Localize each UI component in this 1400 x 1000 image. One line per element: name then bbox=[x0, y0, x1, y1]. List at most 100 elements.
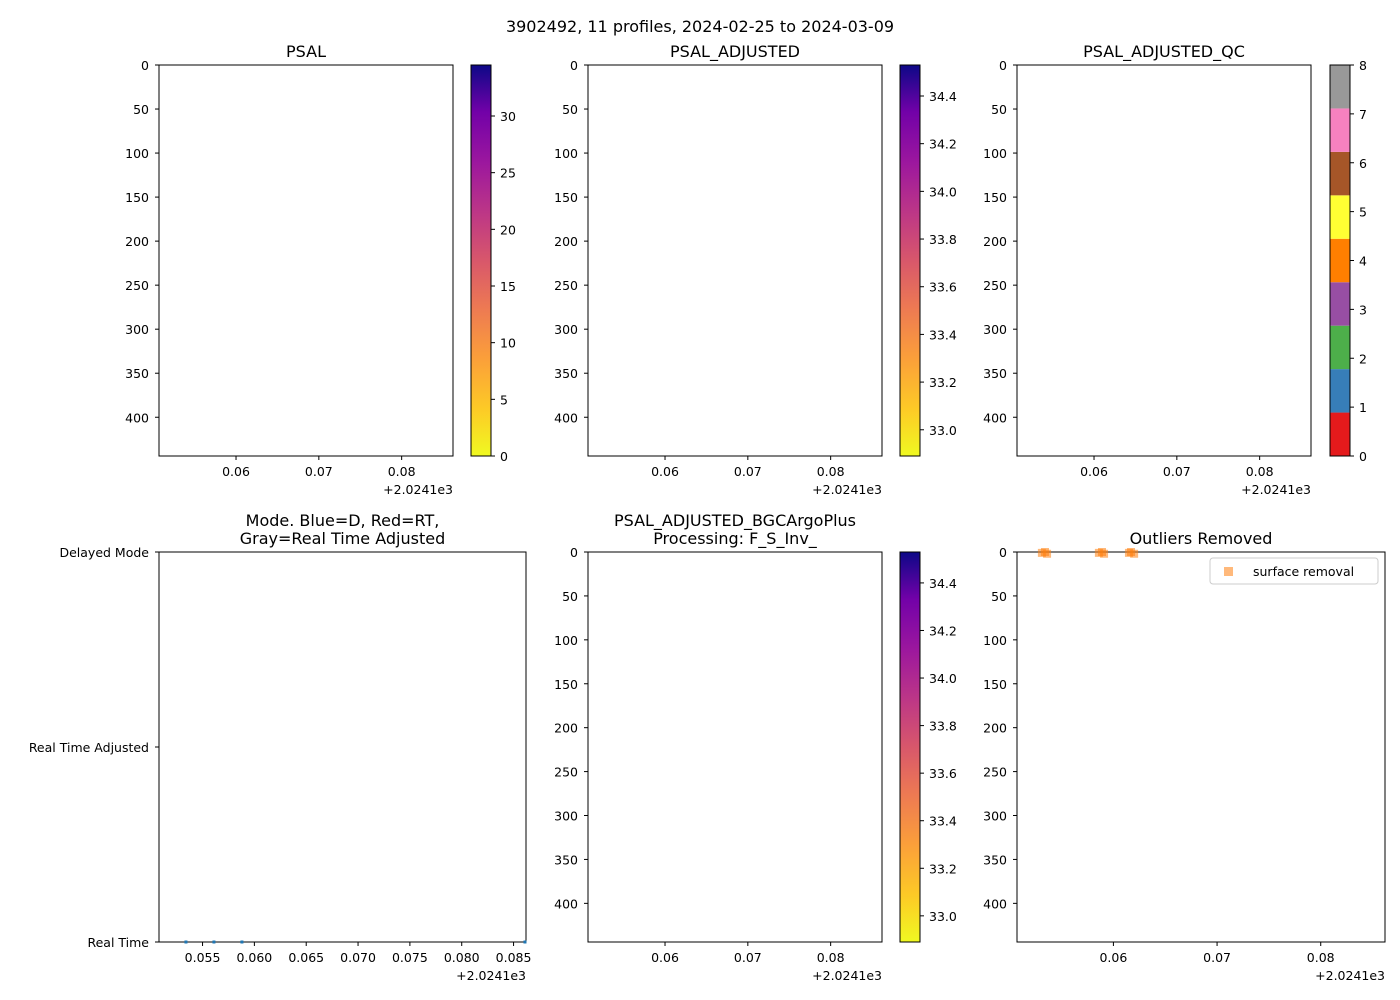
y-tick-label: 150 bbox=[983, 190, 1007, 205]
data-point bbox=[1043, 549, 1052, 558]
x-tick-label: 0.075 bbox=[392, 950, 428, 965]
colorbar-tick-label: 0 bbox=[500, 449, 508, 464]
colorbar-tick-label: 4 bbox=[1359, 254, 1367, 269]
y-tick-label: Delayed Mode bbox=[59, 545, 149, 560]
y-tick-label: 400 bbox=[983, 896, 1007, 911]
data-point bbox=[523, 940, 527, 944]
colorbar-tick-label: 34.2 bbox=[929, 623, 957, 638]
colorbar-tick-label: 33.8 bbox=[929, 719, 957, 734]
x-tick-label: 0.08 bbox=[1307, 950, 1335, 965]
x-tick-label: 0.07 bbox=[1203, 950, 1231, 965]
colorbar-frame bbox=[899, 64, 921, 457]
x-offset-label: +2.0241e3 bbox=[812, 968, 882, 983]
y-tick-label: 250 bbox=[554, 278, 578, 293]
y-tick-label: 50 bbox=[562, 589, 578, 604]
colorbar-swatch bbox=[1330, 65, 1350, 109]
colorbar-gradient bbox=[471, 65, 491, 456]
figure-title: 3902492, 11 profiles, 2024-02-25 to 2024… bbox=[506, 17, 894, 36]
colorbar-tick-label: 1 bbox=[1359, 400, 1367, 415]
x-tick-label: 0.06 bbox=[1080, 464, 1108, 479]
colorbar-tick-label: 33.2 bbox=[929, 375, 957, 390]
colorbar-tick-label: 30 bbox=[500, 109, 516, 124]
x-tick-label: 0.08 bbox=[388, 464, 416, 479]
x-tick-label: 0.08 bbox=[817, 464, 845, 479]
panel-title: PSAL_ADJUSTED_QC bbox=[1083, 42, 1245, 62]
plot-frame bbox=[587, 551, 883, 943]
y-tick-label: 0 bbox=[570, 545, 578, 560]
x-tick-label: 0.055 bbox=[185, 950, 221, 965]
data-point bbox=[1100, 549, 1109, 558]
colorbar-frame bbox=[899, 551, 921, 943]
panel-title: PSAL_ADJUSTED_BGCArgoPlus bbox=[614, 511, 856, 531]
panel-title: Mode. Blue=D, Red=RT, bbox=[246, 511, 440, 530]
plot-frame bbox=[587, 64, 883, 457]
plot-frame bbox=[158, 551, 527, 943]
data-point bbox=[184, 940, 188, 944]
x-offset-label: +2.0241e3 bbox=[1315, 968, 1385, 983]
colorbar-swatch bbox=[1330, 369, 1350, 413]
colorbar-tick-label: 7 bbox=[1359, 107, 1367, 122]
x-offset-label: +2.0241e3 bbox=[383, 482, 453, 497]
legend-marker bbox=[1224, 567, 1233, 576]
y-tick-label: 150 bbox=[983, 677, 1007, 692]
colorbar-tick-label: 33.2 bbox=[929, 861, 957, 876]
y-tick-label: 350 bbox=[983, 852, 1007, 867]
colorbar-swatch bbox=[1330, 412, 1350, 456]
colorbar-swatch bbox=[1330, 151, 1350, 196]
colorbar-tick-label: 34.4 bbox=[929, 576, 957, 591]
data-point bbox=[240, 940, 244, 944]
legend-box bbox=[1209, 557, 1379, 585]
colorbar-gradient bbox=[900, 552, 920, 942]
colorbar-tick-label: 3 bbox=[1359, 302, 1367, 317]
y-tick-label: 150 bbox=[125, 190, 149, 205]
y-tick-label: 0 bbox=[570, 58, 578, 73]
y-tick-label: 300 bbox=[554, 809, 578, 824]
x-tick-label: 0.070 bbox=[340, 950, 376, 965]
y-tick-label: 100 bbox=[554, 146, 578, 161]
x-offset-label: +2.0241e3 bbox=[456, 968, 526, 983]
y-tick-label: 200 bbox=[554, 234, 578, 249]
y-tick-label: 300 bbox=[983, 322, 1007, 337]
colorbar-swatch bbox=[1330, 282, 1350, 326]
x-tick-label: 0.08 bbox=[1246, 464, 1274, 479]
panel-outliers: Outliers Removed 0.06 0.07 0.08 +2.0241e3 0 50… bbox=[983, 529, 1386, 983]
y-tick-label: 300 bbox=[125, 322, 149, 337]
y-tick-label: 350 bbox=[125, 366, 149, 381]
x-tick-label: 0.07 bbox=[734, 464, 762, 479]
y-tick-label: 300 bbox=[554, 322, 578, 337]
y-tick-label: 100 bbox=[125, 146, 149, 161]
colorbar: 0 5 10 15 20 25 30 bbox=[470, 64, 516, 464]
colorbar-tick-label: 0 bbox=[1359, 449, 1367, 464]
y-tick-label: 250 bbox=[983, 765, 1007, 780]
panel-title: Processing: F_S_Inv_ bbox=[653, 529, 818, 549]
colorbar-tick-label: 34.0 bbox=[929, 671, 957, 686]
x-tick-label: 0.080 bbox=[444, 950, 480, 965]
y-tick-label: 200 bbox=[554, 721, 578, 736]
y-tick-label: 200 bbox=[125, 234, 149, 249]
panel-title: PSAL bbox=[286, 42, 326, 61]
y-tick-label: 250 bbox=[554, 765, 578, 780]
legend: surface removal bbox=[1209, 557, 1379, 585]
colorbar-tick-label: 33.0 bbox=[929, 909, 957, 924]
y-tick-label: 50 bbox=[562, 102, 578, 117]
x-tick-label: 0.085 bbox=[496, 950, 532, 965]
colorbar-gradient bbox=[900, 65, 920, 456]
y-tick-label: 400 bbox=[554, 410, 578, 425]
panel-psal-adjusted-qc: PSAL_ADJUSTED_QC0.06 0.07 0.08+2.0241e3050… bbox=[983, 42, 1367, 497]
legend-label: surface removal bbox=[1253, 564, 1354, 579]
y-tick-label: 50 bbox=[991, 589, 1007, 604]
x-tick-label: 0.06 bbox=[651, 950, 679, 965]
y-tick-label: 400 bbox=[554, 896, 578, 911]
y-tick-label: 400 bbox=[125, 410, 149, 425]
colorbar-tick-label: 5 bbox=[500, 392, 508, 407]
colorbar-tick-label: 20 bbox=[500, 222, 516, 237]
plot-frame bbox=[1016, 551, 1386, 943]
colorbar: 33.0 33.2 33.4 33.6 33.8 34.0 34.2 34.4 bbox=[899, 64, 957, 457]
colorbar-tick-label: 33.4 bbox=[929, 814, 957, 829]
x-tick-label: 0.060 bbox=[236, 950, 272, 965]
panel-mode: Mode. Blue=D, Red=RT,Gray=Real Time Adju… bbox=[29, 511, 532, 983]
colorbar-tick-label: 25 bbox=[500, 166, 516, 181]
y-tick-label: 150 bbox=[554, 677, 578, 692]
